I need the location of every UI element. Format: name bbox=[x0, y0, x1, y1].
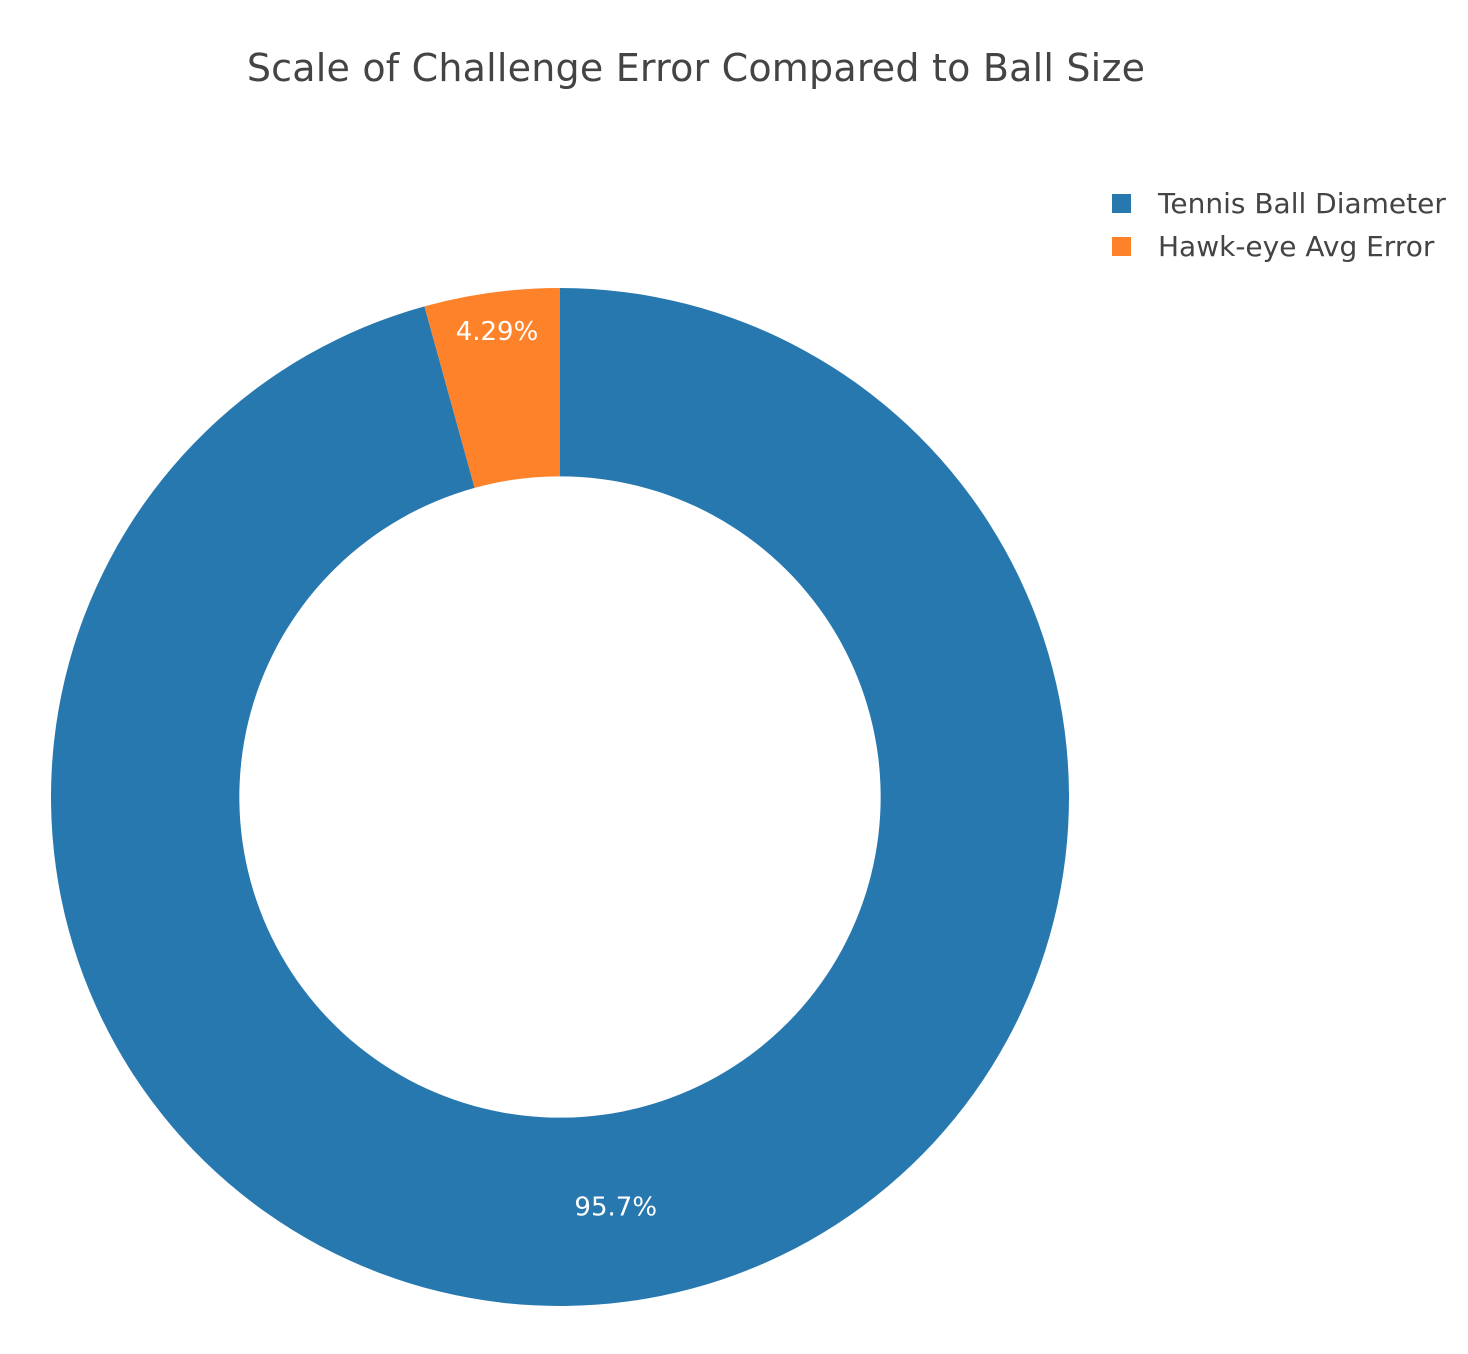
donut-slice-hawk-eye-avg-error[interactable] bbox=[424, 288, 560, 488]
legend-item-hawk-eye-avg-error[interactable]: Hawk-eye Avg Error bbox=[1112, 225, 1446, 268]
legend-item-tennis-ball-diameter[interactable]: Tennis Ball Diameter bbox=[1112, 182, 1446, 225]
slice-label: 4.29% bbox=[456, 317, 539, 347]
legend-swatch bbox=[1112, 237, 1131, 256]
slice-label: 95.7% bbox=[574, 1193, 657, 1223]
legend-swatch bbox=[1112, 194, 1131, 213]
legend: Tennis Ball Diameter Hawk-eye Avg Error bbox=[1112, 182, 1446, 268]
legend-label: Hawk-eye Avg Error bbox=[1158, 230, 1435, 263]
donut-slice-tennis-ball-diameter[interactable] bbox=[51, 288, 1069, 1306]
chart-title: Scale of Challenge Error Compared to Bal… bbox=[246, 46, 1146, 90]
legend-label: Tennis Ball Diameter bbox=[1158, 187, 1446, 220]
